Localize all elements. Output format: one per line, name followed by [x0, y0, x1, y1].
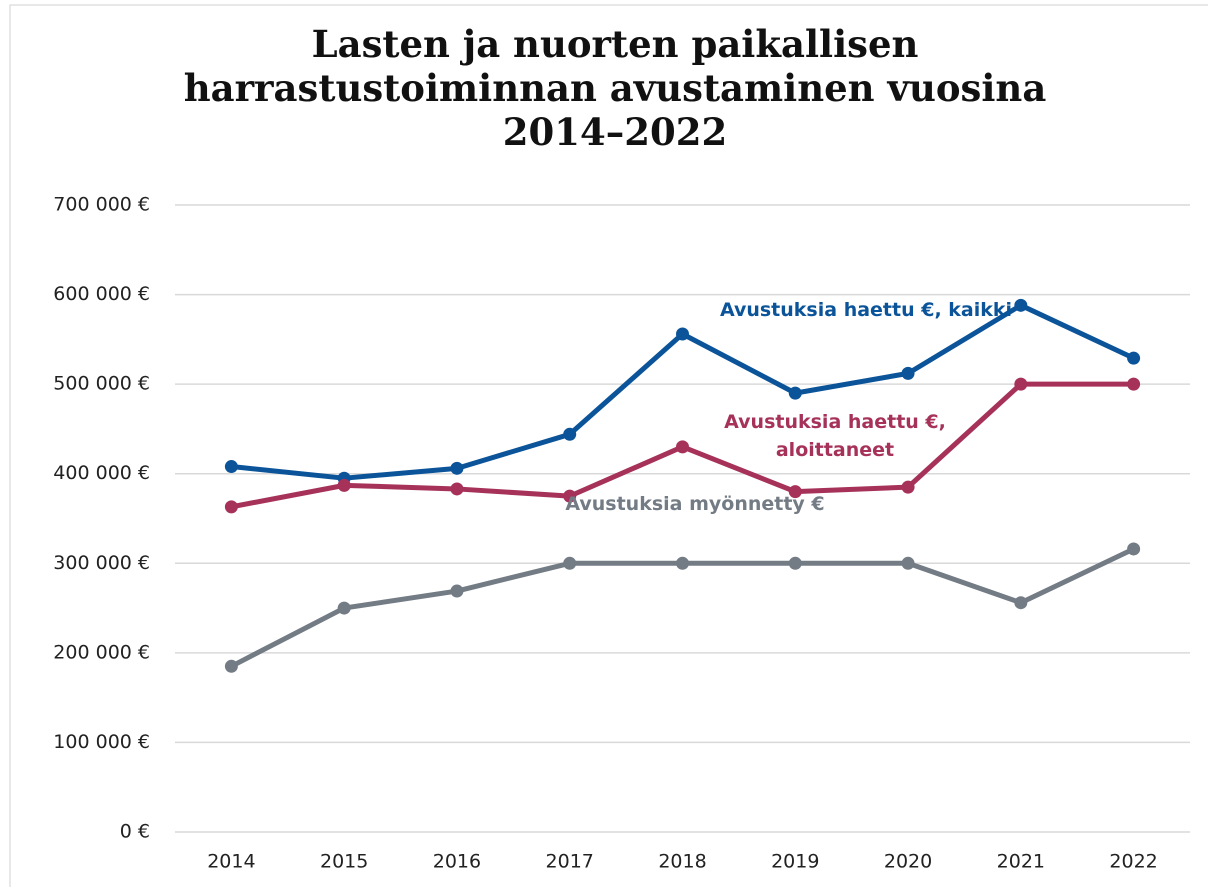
chart-title: Lasten ja nuorten paikallisen harrastust…: [183, 22, 1047, 154]
data-point: [676, 440, 689, 454]
x-tick-label: 2016: [433, 851, 481, 873]
data-point: [337, 478, 351, 492]
series-label: Avustuksia haettu €, aloittaneet: [724, 411, 946, 461]
data-point: [1014, 377, 1028, 391]
y-tick-label: 300 000 €: [53, 552, 150, 574]
x-tick-label: 2020: [884, 851, 932, 873]
data-point: [450, 584, 464, 598]
data-point: [1127, 351, 1141, 365]
data-point: [1014, 298, 1028, 312]
data-point: [901, 556, 915, 570]
y-tick-label: 0 €: [120, 821, 150, 843]
data-point: [563, 556, 577, 570]
data-point: [1127, 542, 1141, 556]
y-tick-label: 500 000 €: [53, 373, 150, 395]
chart-frame: [9, 4, 1208, 891]
data-point: [676, 556, 689, 570]
data-point: [224, 500, 238, 514]
y-tick-label: 700 000 €: [53, 194, 150, 216]
series-label: Avustuksia myönnetty €: [565, 493, 825, 515]
data-point: [563, 427, 577, 441]
data-point: [337, 601, 351, 615]
data-point: [676, 327, 689, 341]
x-tick-label: 2019: [771, 851, 819, 873]
series-label-box: Avustuksia haettu €, aloittaneet: [724, 411, 946, 461]
data-point: [788, 556, 802, 570]
series-label: Avustuksia haettu €, kaikki: [719, 299, 1013, 321]
data-point: [224, 460, 238, 474]
x-tick-label: 2017: [546, 851, 594, 873]
data-point: [450, 482, 464, 496]
x-tick-label: 2015: [320, 851, 368, 873]
data-point: [788, 386, 802, 400]
title-box: Lasten ja nuorten paikallisen harrastust…: [183, 22, 1047, 154]
data-point: [563, 489, 577, 503]
x-tick-label: 2022: [1109, 851, 1157, 873]
data-point: [450, 461, 464, 475]
data-point: [901, 366, 915, 380]
x-tick-label: 2018: [658, 851, 706, 873]
x-tick-label: 2014: [207, 851, 255, 873]
series-label-box: Avustuksia haettu €, kaikki: [719, 299, 1013, 321]
data-point: [1127, 377, 1141, 391]
series-label-box: Avustuksia myönnetty €: [565, 493, 825, 515]
data-point: [901, 480, 915, 494]
y-tick-label: 200 000 €: [53, 641, 150, 663]
data-point: [788, 485, 802, 499]
y-tick-label: 100 000 €: [53, 731, 150, 753]
data-point: [224, 659, 238, 673]
data-point: [1014, 596, 1028, 610]
x-tick-label: 2021: [997, 851, 1045, 873]
y-tick-label: 400 000 €: [53, 462, 150, 484]
y-tick-label: 600 000 €: [53, 283, 150, 305]
